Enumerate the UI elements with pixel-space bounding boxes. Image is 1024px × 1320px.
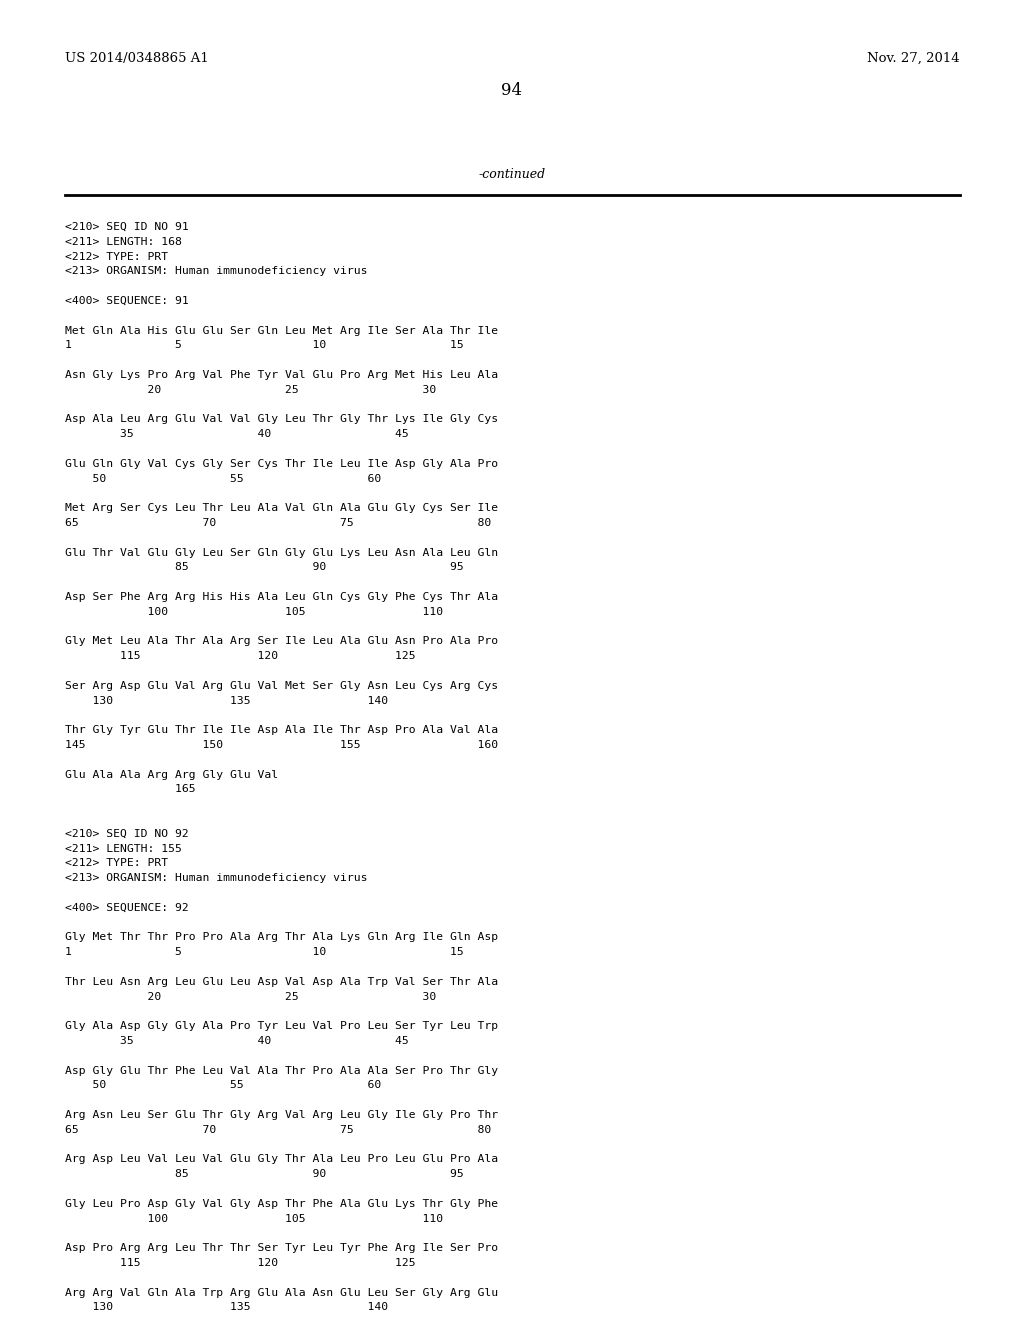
Text: 50                  55                  60: 50 55 60	[65, 474, 381, 483]
Text: Ser Arg Asp Glu Val Arg Glu Val Met Ser Gly Asn Leu Cys Arg Cys: Ser Arg Asp Glu Val Arg Glu Val Met Ser …	[65, 681, 498, 690]
Text: Asn Gly Lys Pro Arg Val Phe Tyr Val Glu Pro Arg Met His Leu Ala: Asn Gly Lys Pro Arg Val Phe Tyr Val Glu …	[65, 370, 498, 380]
Text: 130                 135                 140: 130 135 140	[65, 1303, 388, 1312]
Text: Gly Leu Pro Asp Gly Val Gly Asp Thr Phe Ala Glu Lys Thr Gly Phe: Gly Leu Pro Asp Gly Val Gly Asp Thr Phe …	[65, 1199, 498, 1209]
Text: Gly Ala Asp Gly Gly Ala Pro Tyr Leu Val Pro Leu Ser Tyr Leu Trp: Gly Ala Asp Gly Gly Ala Pro Tyr Leu Val …	[65, 1022, 498, 1031]
Text: Glu Thr Val Glu Gly Leu Ser Gln Gly Glu Lys Leu Asn Ala Leu Gln: Glu Thr Val Glu Gly Leu Ser Gln Gly Glu …	[65, 548, 498, 557]
Text: Arg Asn Leu Ser Glu Thr Gly Arg Val Arg Leu Gly Ile Gly Pro Thr: Arg Asn Leu Ser Glu Thr Gly Arg Val Arg …	[65, 1110, 498, 1119]
Text: 100                 105                 110: 100 105 110	[65, 1213, 443, 1224]
Text: 115                 120                 125: 115 120 125	[65, 1258, 416, 1269]
Text: 94: 94	[502, 82, 522, 99]
Text: Met Arg Ser Cys Leu Thr Leu Ala Val Gln Ala Glu Gly Cys Ser Ile: Met Arg Ser Cys Leu Thr Leu Ala Val Gln …	[65, 503, 498, 513]
Text: 35                  40                  45: 35 40 45	[65, 1036, 409, 1045]
Text: 85                  90                  95: 85 90 95	[65, 1170, 464, 1179]
Text: <213> ORGANISM: Human immunodeficiency virus: <213> ORGANISM: Human immunodeficiency v…	[65, 874, 368, 883]
Text: 100                 105                 110: 100 105 110	[65, 607, 443, 616]
Text: Met Gln Ala His Glu Glu Ser Gln Leu Met Arg Ile Ser Ala Thr Ile: Met Gln Ala His Glu Glu Ser Gln Leu Met …	[65, 326, 498, 335]
Text: <213> ORGANISM: Human immunodeficiency virus: <213> ORGANISM: Human immunodeficiency v…	[65, 267, 368, 276]
Text: 115                 120                 125: 115 120 125	[65, 651, 416, 661]
Text: 145                 150                 155                 160: 145 150 155 160	[65, 741, 498, 750]
Text: -continued: -continued	[478, 168, 546, 181]
Text: Asp Ala Leu Arg Glu Val Val Gly Leu Thr Gly Thr Lys Ile Gly Cys: Asp Ala Leu Arg Glu Val Val Gly Leu Thr …	[65, 414, 498, 425]
Text: <400> SEQUENCE: 91: <400> SEQUENCE: 91	[65, 296, 188, 306]
Text: 50                  55                  60: 50 55 60	[65, 1080, 381, 1090]
Text: 85                  90                  95: 85 90 95	[65, 562, 464, 573]
Text: Glu Gln Gly Val Cys Gly Ser Cys Thr Ile Leu Ile Asp Gly Ala Pro: Glu Gln Gly Val Cys Gly Ser Cys Thr Ile …	[65, 459, 498, 469]
Text: Arg Arg Val Gln Ala Trp Arg Glu Ala Asn Glu Leu Ser Gly Arg Glu: Arg Arg Val Gln Ala Trp Arg Glu Ala Asn …	[65, 1287, 498, 1298]
Text: 35                  40                  45: 35 40 45	[65, 429, 409, 440]
Text: Asp Gly Glu Thr Phe Leu Val Ala Thr Pro Ala Ala Ser Pro Thr Gly: Asp Gly Glu Thr Phe Leu Val Ala Thr Pro …	[65, 1065, 498, 1076]
Text: <212> TYPE: PRT: <212> TYPE: PRT	[65, 252, 168, 261]
Text: Glu Ala Ala Arg Arg Gly Glu Val: Glu Ala Ala Arg Arg Gly Glu Val	[65, 770, 279, 780]
Text: Gly Met Leu Ala Thr Ala Arg Ser Ile Leu Ala Glu Asn Pro Ala Pro: Gly Met Leu Ala Thr Ala Arg Ser Ile Leu …	[65, 636, 498, 647]
Text: <211> LENGTH: 155: <211> LENGTH: 155	[65, 843, 182, 854]
Text: <210> SEQ ID NO 92: <210> SEQ ID NO 92	[65, 829, 188, 838]
Text: 20                  25                  30: 20 25 30	[65, 991, 436, 1002]
Text: <212> TYPE: PRT: <212> TYPE: PRT	[65, 858, 168, 869]
Text: 65                  70                  75                  80: 65 70 75 80	[65, 1125, 492, 1135]
Text: Asp Ser Phe Arg Arg His His Ala Leu Gln Cys Gly Phe Cys Thr Ala: Asp Ser Phe Arg Arg His His Ala Leu Gln …	[65, 591, 498, 602]
Text: Asp Pro Arg Arg Leu Thr Thr Ser Tyr Leu Tyr Phe Arg Ile Ser Pro: Asp Pro Arg Arg Leu Thr Thr Ser Tyr Leu …	[65, 1243, 498, 1253]
Text: US 2014/0348865 A1: US 2014/0348865 A1	[65, 51, 209, 65]
Text: 65                  70                  75                  80: 65 70 75 80	[65, 517, 492, 528]
Text: <210> SEQ ID NO 91: <210> SEQ ID NO 91	[65, 222, 188, 232]
Text: 1               5                   10                  15: 1 5 10 15	[65, 341, 464, 350]
Text: Gly Met Thr Thr Pro Pro Ala Arg Thr Ala Lys Gln Arg Ile Gln Asp: Gly Met Thr Thr Pro Pro Ala Arg Thr Ala …	[65, 932, 498, 942]
Text: 165: 165	[65, 784, 196, 795]
Text: 20                  25                  30: 20 25 30	[65, 385, 436, 395]
Text: <211> LENGTH: 168: <211> LENGTH: 168	[65, 236, 182, 247]
Text: Nov. 27, 2014: Nov. 27, 2014	[867, 51, 961, 65]
Text: <400> SEQUENCE: 92: <400> SEQUENCE: 92	[65, 903, 188, 913]
Text: Thr Gly Tyr Glu Thr Ile Ile Asp Ala Ile Thr Asp Pro Ala Val Ala: Thr Gly Tyr Glu Thr Ile Ile Asp Ala Ile …	[65, 725, 498, 735]
Text: 130                 135                 140: 130 135 140	[65, 696, 388, 706]
Text: Arg Asp Leu Val Leu Val Glu Gly Thr Ala Leu Pro Leu Glu Pro Ala: Arg Asp Leu Val Leu Val Glu Gly Thr Ala …	[65, 1155, 498, 1164]
Text: Thr Leu Asn Arg Leu Glu Leu Asp Val Asp Ala Trp Val Ser Thr Ala: Thr Leu Asn Arg Leu Glu Leu Asp Val Asp …	[65, 977, 498, 987]
Text: 1               5                   10                  15: 1 5 10 15	[65, 948, 464, 957]
